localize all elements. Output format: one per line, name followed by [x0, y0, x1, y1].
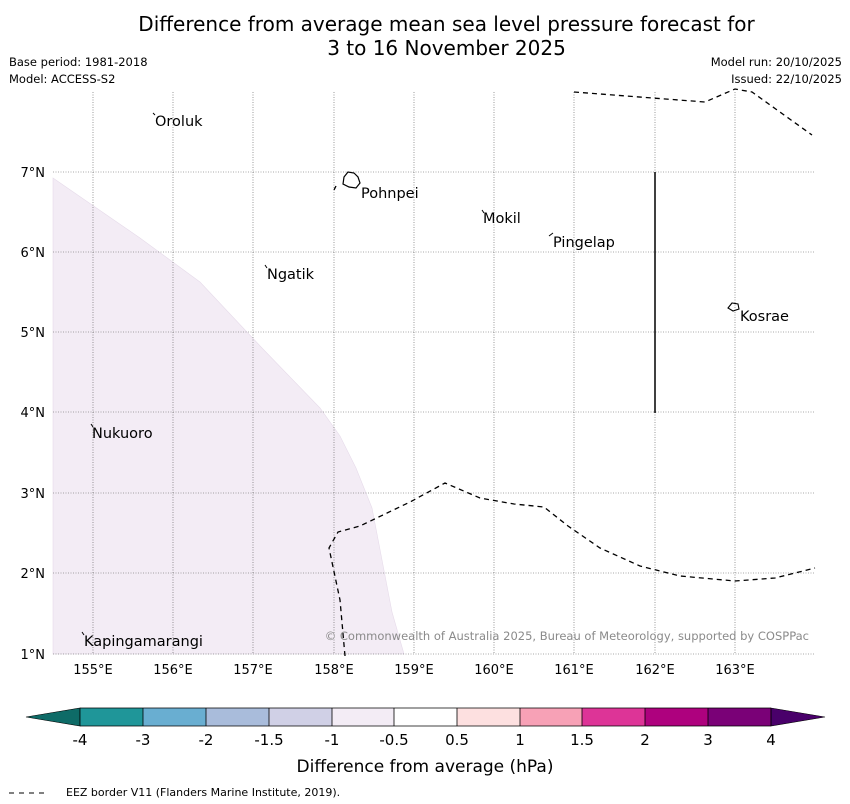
colorbar-tick: 4: [766, 731, 776, 749]
colorbar-segment: [457, 708, 520, 726]
place-label-mokil: Mokil: [483, 211, 521, 227]
lat-label: 7°N: [21, 166, 46, 181]
colorbar-tick: 2: [640, 731, 650, 749]
colorbar-tick: -3: [136, 731, 151, 749]
atoll-markers: [81, 112, 554, 636]
lon-label: 160°E: [474, 663, 514, 678]
issued-date: Issued: 22/10/2025: [731, 72, 842, 86]
lon-label: 159°E: [394, 663, 434, 678]
eez-border-south: [328, 482, 816, 657]
place-label-kosrae: Kosrae: [740, 309, 789, 325]
eez-border-north: [573, 88, 813, 136]
colorbar-segment: [143, 708, 206, 726]
colorbar-segment: [206, 708, 269, 726]
colorbar-tick: -2: [199, 731, 214, 749]
colorbar-tick: 0.5: [445, 731, 469, 749]
place-label-ngatik: Ngatik: [267, 267, 315, 283]
colorbar-segment: [394, 708, 457, 726]
colorbar-max-arrow: [770, 707, 826, 727]
title-line-1: Difference from average mean sea level p…: [138, 12, 755, 36]
run-info: Model run: 20/10/2025 Issued: 22/10/2025: [711, 54, 842, 88]
pohnpei-island-outline: [342, 171, 361, 189]
chart-title: Difference from average mean sea level p…: [0, 12, 850, 60]
colorbar-segment: [582, 708, 645, 726]
lon-label: 162°E: [635, 663, 675, 678]
model-info: Base period: 1981-2018 Model: ACCESS-S2: [9, 54, 148, 88]
map-credit: © Commonwealth of Australia 2025, Bureau…: [325, 629, 809, 643]
kosrae-island-outline: [727, 302, 740, 312]
colorbar-tick: -4: [73, 731, 88, 749]
colorbar-tick: -1.5: [254, 731, 283, 749]
anomaly-shading: [52, 177, 405, 655]
colorbar-label: Difference from average (hPa): [297, 757, 554, 777]
place-label-kapingamarangi: Kapingamarangi: [84, 634, 203, 650]
colorbar-tick: -1: [325, 731, 340, 749]
colorbar-segment: [269, 708, 332, 726]
eez-borders: [328, 88, 816, 657]
colorbar-segment: [520, 708, 582, 726]
place-label-oroluk: Oroluk: [155, 114, 203, 130]
place-label-nukuoro: Nukuoro: [92, 426, 153, 442]
colorbar-segment: [332, 708, 394, 726]
base-period: Base period: 1981-2018: [9, 55, 148, 69]
colorbar-tick: -0.5: [379, 731, 408, 749]
latitude-labels: 7°N 6°N 5°N 4°N 3°N 2°N 1°N: [21, 166, 46, 663]
map-panel: Oroluk Pohnpei Mokil Pingelap Ngatik Kos…: [52, 88, 816, 657]
lat-label: 4°N: [21, 406, 46, 421]
model-name: Model: ACCESS-S2: [9, 72, 116, 86]
place-label-pingelap: Pingelap: [553, 235, 615, 251]
lon-label: 158°E: [314, 663, 354, 678]
colorbar-tick: 1: [515, 731, 525, 749]
eez-border-pohnpei: [333, 185, 337, 191]
lon-label: 156°E: [153, 663, 193, 678]
lat-label: 6°N: [21, 246, 46, 261]
footer-legend-text: EEZ border V11 (Flanders Marine Institut…: [66, 786, 341, 799]
lat-label: 5°N: [21, 326, 46, 341]
lat-label: 1°N: [21, 648, 46, 663]
colorbar-segment: [645, 708, 708, 726]
colorbar-segment: [708, 708, 771, 726]
lon-label: 163°E: [715, 663, 755, 678]
lon-label: 155°E: [73, 663, 113, 678]
lon-label: 157°E: [233, 663, 273, 678]
title-line-2: 3 to 16 November 2025: [327, 36, 566, 60]
longitude-labels: 155°E 156°E 157°E 158°E 159°E 160°E 161°…: [73, 663, 755, 678]
colorbar-min-arrow: [25, 707, 81, 727]
colorbar: -4 -3 -2 -1.5 -1 -0.5 0.5 1 1.5 2 3 4 Di…: [25, 707, 826, 777]
place-label-pohnpei: Pohnpei: [361, 186, 419, 202]
colorbar-tick: 3: [703, 731, 713, 749]
lon-label: 161°E: [554, 663, 594, 678]
lat-label: 3°N: [21, 487, 46, 502]
lat-label: 2°N: [21, 567, 46, 582]
colorbar-tick: 1.5: [570, 731, 594, 749]
model-run: Model run: 20/10/2025: [710, 55, 842, 69]
colorbar-segment: [80, 708, 143, 726]
